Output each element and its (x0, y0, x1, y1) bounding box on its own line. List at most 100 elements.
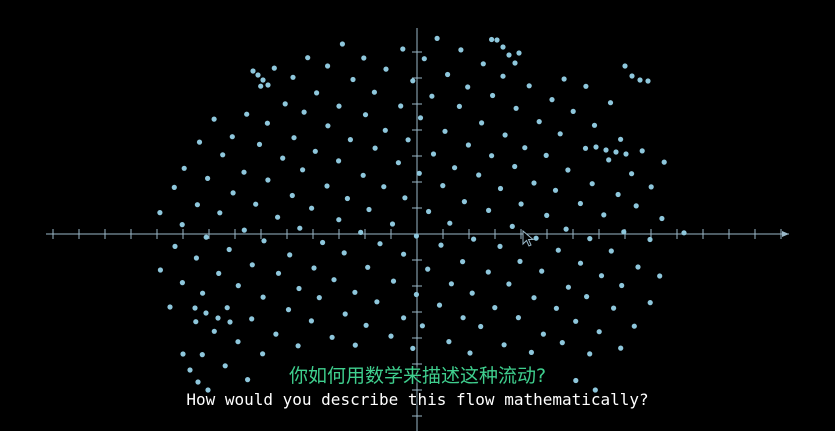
flow-particle (311, 265, 317, 271)
flow-particle-trail (506, 52, 512, 58)
flow-particle-trail (622, 63, 628, 69)
flow-particle (264, 120, 270, 126)
flow-particle (362, 112, 369, 118)
flow-particle (336, 103, 342, 109)
flow-particle (533, 235, 539, 241)
flow-particle (492, 305, 498, 311)
flow-particle (383, 66, 389, 72)
coordinate-axes (46, 28, 789, 431)
flow-particle (647, 236, 653, 243)
flow-particle (371, 89, 377, 95)
flow-particle (563, 226, 569, 232)
flow-particle (478, 323, 484, 330)
flow-particle (388, 333, 394, 339)
flow-particle (513, 105, 519, 111)
flow-particle (230, 190, 236, 196)
flow-particle (193, 255, 199, 261)
flow-particle (544, 212, 550, 218)
flow-particle-trail (180, 351, 186, 357)
flow-particle (389, 221, 396, 227)
flow-particle (287, 252, 293, 258)
flow-particle (517, 258, 523, 264)
flow-particle-trail (512, 60, 518, 66)
flow-particle (342, 311, 348, 317)
flow-particle (565, 284, 572, 290)
flow-particle (157, 210, 163, 216)
flow-particle-trail (645, 78, 651, 84)
flow-particle (320, 239, 326, 246)
flow-particle (647, 300, 653, 306)
flow-particle (297, 225, 303, 231)
flow-particle-trail (613, 149, 619, 155)
flow-particle (249, 316, 255, 322)
flow-particle (583, 83, 589, 89)
particle-field (157, 35, 687, 393)
flow-particle (179, 222, 185, 228)
flow-particle (171, 184, 177, 190)
flow-particle-trail (187, 367, 193, 373)
flow-particle (194, 202, 200, 208)
flow-particle (469, 290, 475, 296)
flow-particle (659, 215, 665, 222)
flow-particle (460, 315, 466, 321)
flow-particle (229, 134, 235, 140)
flow-particle (618, 136, 624, 142)
flow-particle (410, 78, 416, 84)
flow-particle (442, 128, 448, 134)
flow-particle (235, 283, 241, 289)
flow-particle (436, 302, 443, 308)
flow-particle (360, 172, 366, 178)
flow-particle (445, 71, 451, 78)
flow-particle (220, 152, 226, 158)
flow-particle (639, 148, 645, 154)
flow-particle-trail (260, 77, 266, 83)
flow-particle (249, 262, 255, 268)
flow-particle (681, 230, 687, 236)
flow-particle-trail (500, 44, 506, 50)
flow-particle (506, 281, 512, 287)
flow-particle (430, 151, 437, 157)
flow-particle (296, 285, 302, 292)
flow-particle-trail (637, 77, 643, 83)
flow-particle (366, 206, 372, 213)
flow-particle (275, 270, 282, 276)
flow-particle (381, 184, 387, 190)
flow-particle-trail (250, 68, 256, 74)
flow-particle (413, 291, 419, 298)
flow-particle (309, 205, 315, 211)
flow-particle (253, 201, 259, 207)
flow-particle (358, 229, 364, 235)
flow-particle (440, 183, 446, 189)
flow-particle (352, 289, 358, 295)
flow-particle (273, 331, 279, 337)
flow-particle (260, 351, 266, 357)
flow-particle (497, 185, 504, 192)
flow-particle (305, 55, 311, 61)
flow-particle (559, 340, 565, 346)
flow-particle (461, 199, 467, 205)
flow-particle (211, 328, 217, 334)
flow-particle (241, 227, 247, 233)
flow-particle (196, 139, 203, 145)
flow-particle (336, 217, 342, 223)
flow-particle (217, 210, 223, 216)
flow-particle (486, 207, 492, 213)
flow-particle (607, 100, 614, 106)
flow-particle (512, 163, 518, 170)
flow-particle (598, 273, 605, 279)
flow-particle (648, 184, 654, 190)
flow-particle (325, 63, 331, 69)
flow-particle (467, 350, 473, 356)
flow-particle (528, 349, 535, 355)
flow-particle (592, 387, 598, 393)
flow-particle (289, 192, 295, 199)
flow-particle (531, 180, 537, 186)
flow-particle (339, 41, 345, 47)
flow-particle (425, 266, 431, 272)
flow-particle (401, 315, 407, 321)
flow-particle (570, 108, 576, 114)
flow-particle (261, 238, 267, 244)
flow-particle (480, 61, 486, 67)
flow-particle (179, 280, 185, 286)
